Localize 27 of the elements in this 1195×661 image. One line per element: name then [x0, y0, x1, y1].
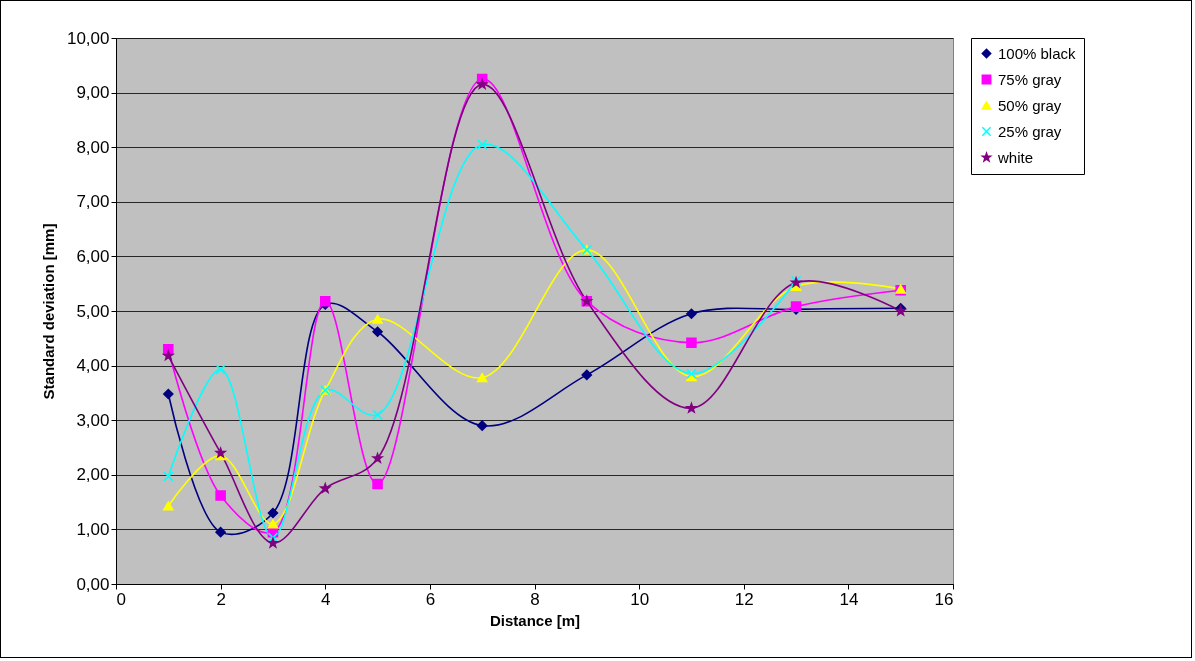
x-tick-label: 0: [116, 589, 126, 609]
legend-label: 75% gray: [998, 70, 1062, 88]
x-tick-label: 4: [321, 589, 331, 609]
y-tick-label: 6,00: [76, 246, 110, 266]
y-tick-label: 10,00: [66, 28, 110, 48]
x-tick-label: 8: [530, 589, 540, 609]
x-tick-label: 10: [630, 589, 650, 609]
x-tick-label: 12: [734, 589, 754, 609]
legend-label: 50% gray: [998, 96, 1062, 114]
y-tick-label: 8,00: [76, 137, 110, 157]
x-tick-label: 16: [934, 589, 954, 609]
y-tick-label: 9,00: [76, 83, 110, 103]
legend-label: 25% gray: [998, 122, 1062, 140]
y-tick-label: 7,00: [76, 192, 110, 212]
x-tick-label: 6: [425, 589, 436, 609]
x-tick-label: 2: [216, 589, 226, 609]
y-tick-label: 3,00: [76, 410, 110, 430]
y-tick-label: 1,00: [76, 519, 110, 539]
y-tick-label: 5,00: [76, 301, 110, 321]
y-axis-title: Standard deviation [mm]: [39, 223, 57, 400]
y-tick-label: 2,00: [76, 465, 110, 485]
y-tick-label: 0,00: [76, 574, 110, 594]
x-tick-label: 14: [839, 589, 859, 609]
x-axis-title: Distance [m]: [489, 611, 581, 629]
legend-label: white: [997, 148, 1034, 166]
legend-label: 100% black: [998, 44, 1077, 62]
y-tick-label: 4,00: [76, 356, 110, 376]
